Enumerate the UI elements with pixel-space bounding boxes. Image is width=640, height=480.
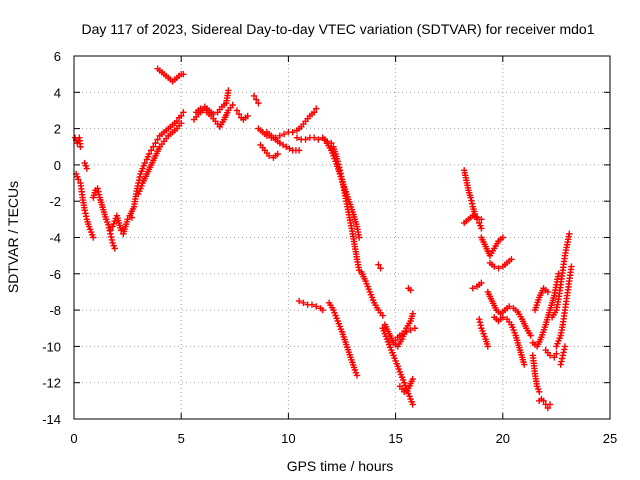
data-point xyxy=(77,144,83,150)
data-point xyxy=(477,322,483,328)
data-point xyxy=(559,355,565,361)
data-point xyxy=(83,213,89,219)
data-point xyxy=(558,358,564,364)
x-tick-label: 15 xyxy=(388,431,402,446)
data-point xyxy=(562,343,568,349)
y-tick-label: 0 xyxy=(54,158,61,173)
y-tick-label: 6 xyxy=(54,49,61,64)
y-axis-label: SDTVAR / TECUs xyxy=(5,181,21,293)
data-point xyxy=(557,361,563,367)
y-tick-label: -6 xyxy=(49,267,61,282)
data-point xyxy=(560,352,566,358)
data-point xyxy=(561,346,567,352)
x-tick-label: 25 xyxy=(603,431,617,446)
x-axis-label: GPS time / hours xyxy=(287,458,394,474)
y-tick-label: -10 xyxy=(42,339,61,354)
sdtvar-chart: Day 117 of 2023, Sidereal Day-to-day VTE… xyxy=(0,0,640,480)
data-point xyxy=(136,177,142,183)
y-tick-label: -4 xyxy=(49,231,61,246)
y-tick-label: -12 xyxy=(42,376,61,391)
y-tick-label: -14 xyxy=(42,412,61,427)
data-point xyxy=(468,197,474,203)
data-point xyxy=(560,349,566,355)
data-point xyxy=(476,316,482,322)
data-point xyxy=(137,174,143,180)
x-tick-label: 20 xyxy=(496,431,510,446)
x-tick-label: 0 xyxy=(70,431,77,446)
y-tick-label: -2 xyxy=(49,194,61,209)
y-tick-label: 4 xyxy=(54,85,61,100)
chart-title: Day 117 of 2023, Sidereal Day-to-day VTE… xyxy=(81,21,594,37)
y-tick-label: -8 xyxy=(49,303,61,318)
x-tick-label: 10 xyxy=(281,431,295,446)
data-point xyxy=(82,210,88,216)
data-point xyxy=(108,234,114,240)
x-tick-label: 5 xyxy=(178,431,185,446)
data-point xyxy=(477,319,483,325)
points-layer xyxy=(72,66,575,412)
grid-layer xyxy=(74,56,610,419)
data-point xyxy=(296,147,302,153)
y-tick-label: 2 xyxy=(54,122,61,137)
tick-layer: 0 5 10 15 20 256420-2-4-6-8-10-12-14 xyxy=(42,49,617,446)
